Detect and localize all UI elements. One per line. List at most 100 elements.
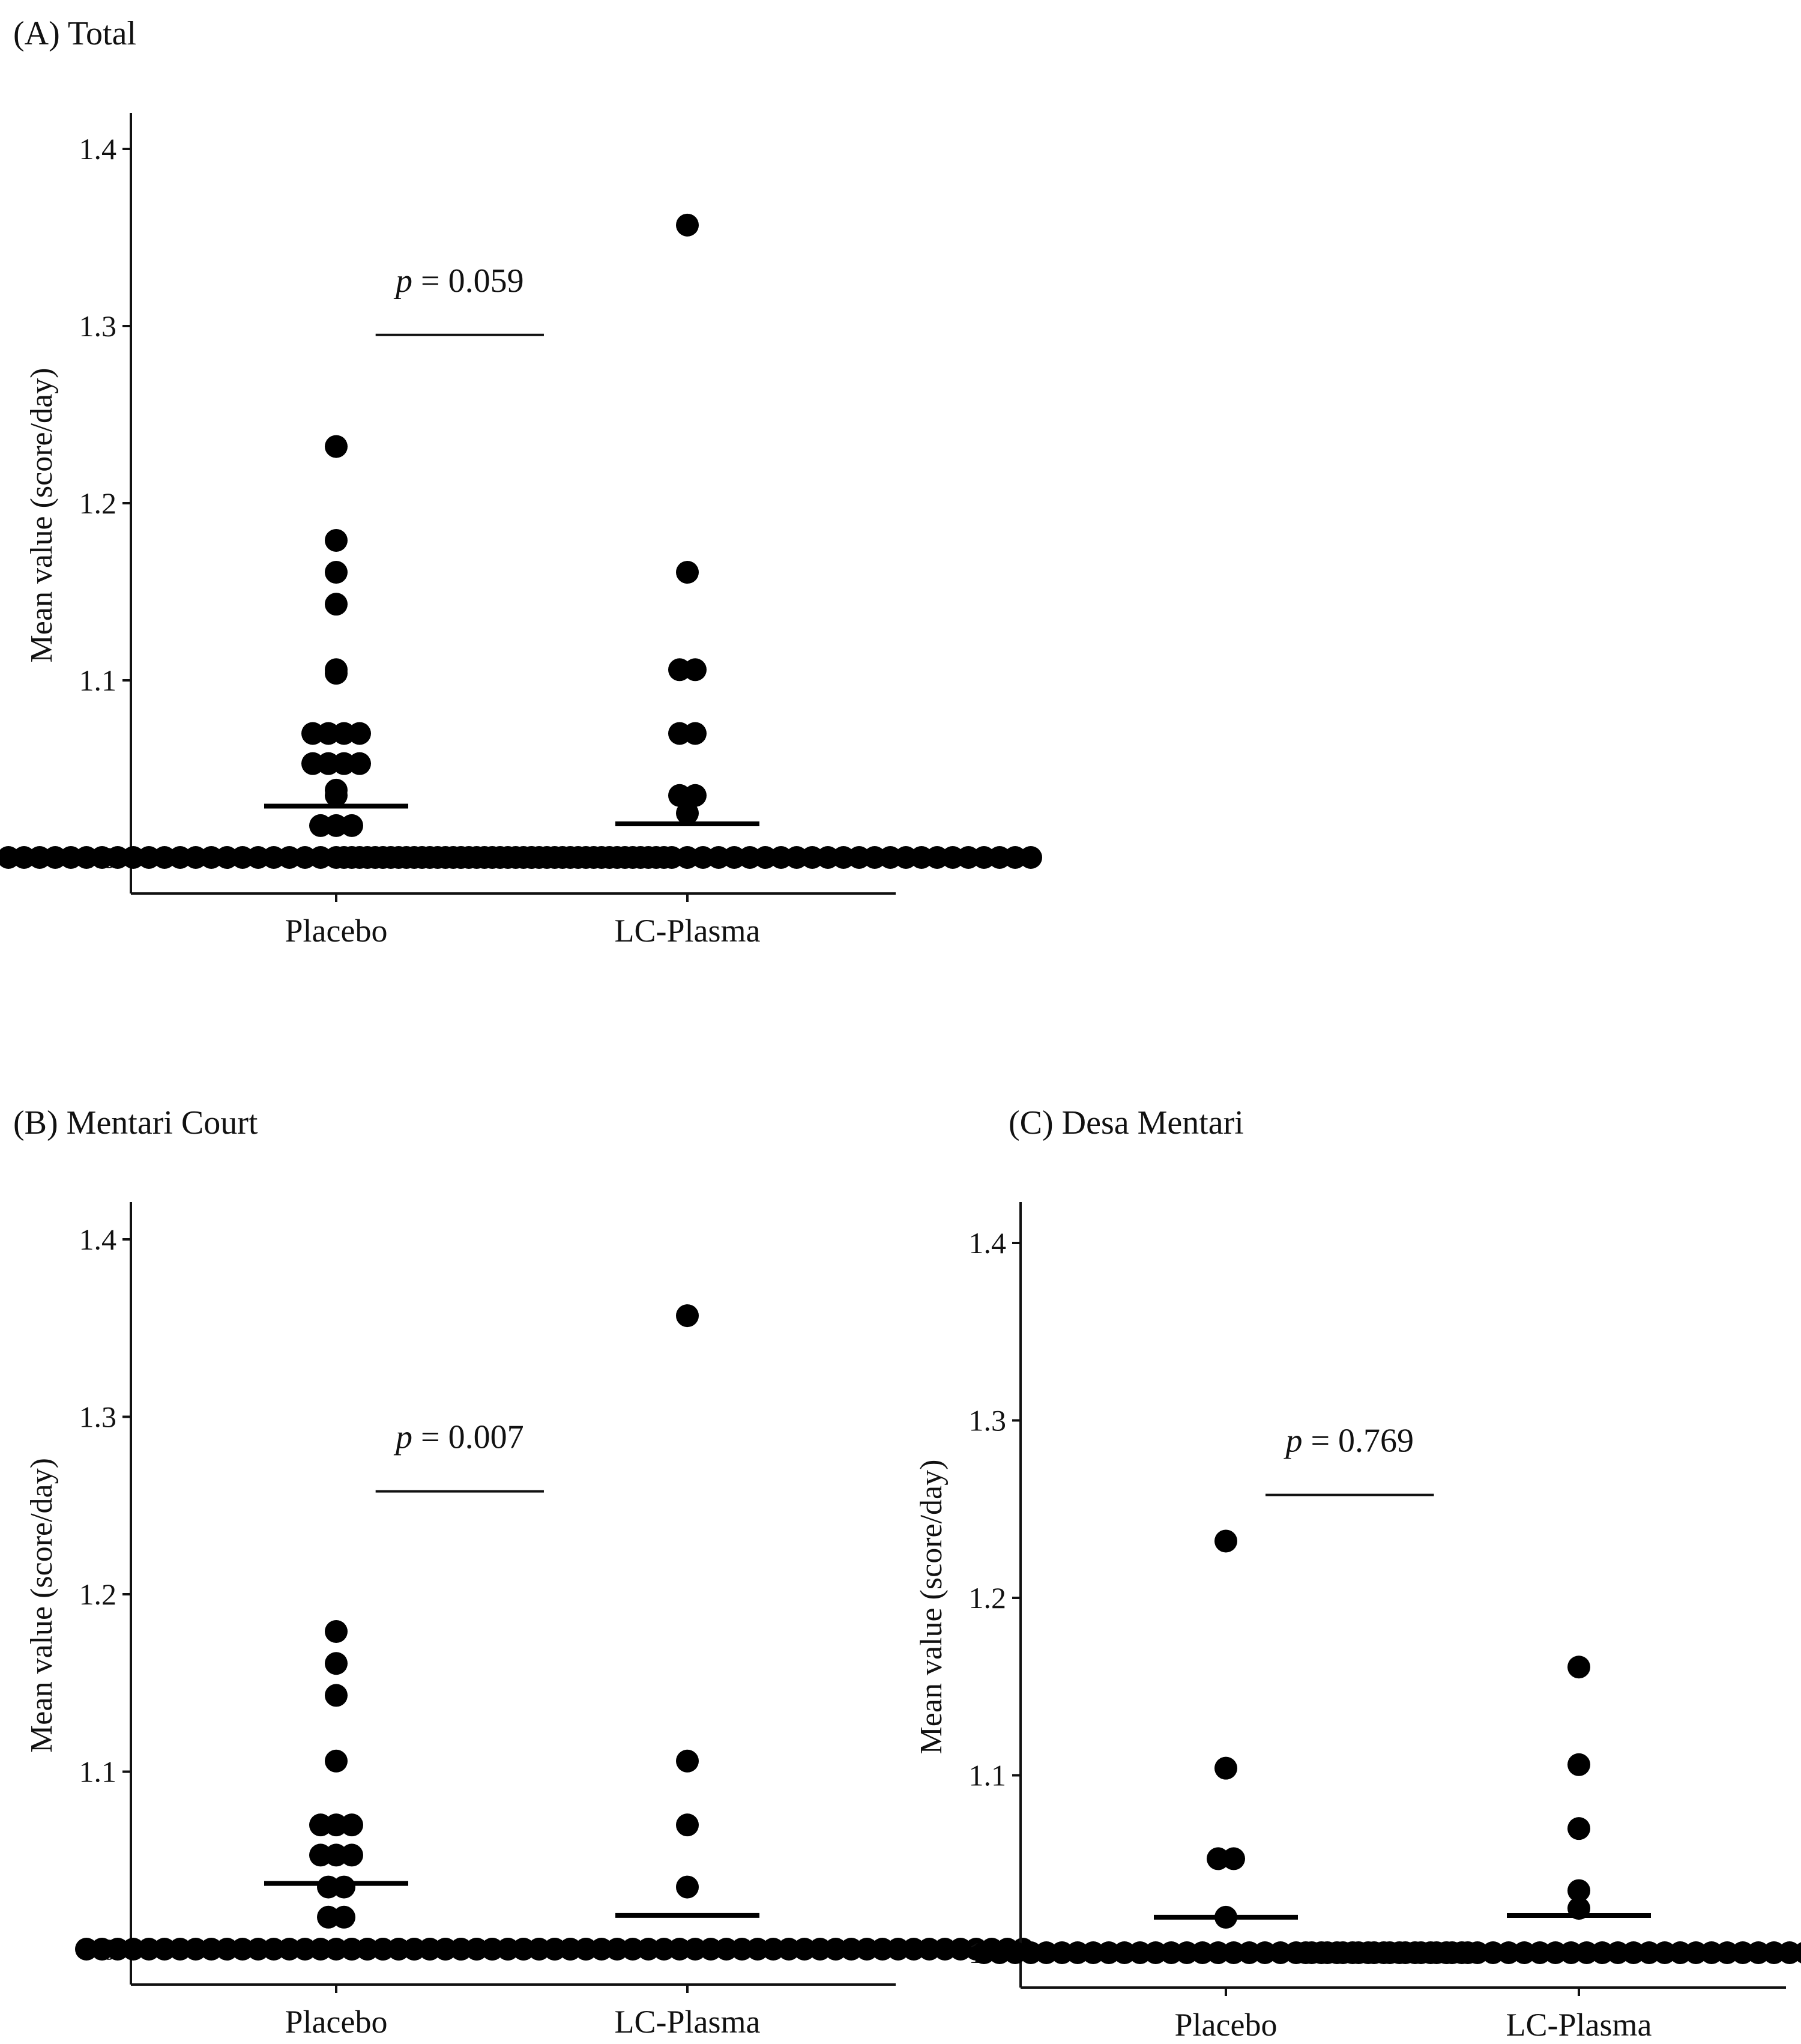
data-point bbox=[629, 846, 652, 869]
data-point bbox=[301, 722, 324, 745]
data-point bbox=[824, 1938, 847, 1961]
data-point bbox=[894, 846, 917, 869]
data-point bbox=[535, 846, 558, 869]
data-point bbox=[325, 1843, 348, 1867]
data-point bbox=[832, 846, 855, 869]
data-point bbox=[926, 846, 949, 869]
x-tick-label: LC-Plasma bbox=[615, 913, 761, 949]
data-point bbox=[1035, 1941, 1058, 1964]
y-tick-label: 1.2 bbox=[79, 486, 117, 520]
data-point bbox=[676, 1813, 699, 1837]
data-point bbox=[1622, 1941, 1645, 1964]
data-point bbox=[442, 846, 465, 869]
data-point bbox=[333, 722, 355, 745]
data-point bbox=[676, 802, 699, 825]
data-point bbox=[1113, 1941, 1136, 1964]
data-point bbox=[809, 1938, 831, 1961]
data-point bbox=[106, 846, 129, 869]
data-point bbox=[348, 846, 371, 869]
data-point bbox=[278, 846, 301, 869]
data-point bbox=[317, 752, 340, 775]
p-value-label: p = 0.769 bbox=[1283, 1423, 1414, 1460]
data-point bbox=[1404, 1941, 1426, 1964]
data-point bbox=[723, 846, 746, 869]
data-point bbox=[637, 1938, 660, 1961]
data-point bbox=[325, 1813, 348, 1837]
data-point bbox=[863, 846, 886, 869]
data-point bbox=[1294, 1941, 1317, 1964]
data-point bbox=[1004, 1941, 1027, 1964]
data-point bbox=[528, 1938, 551, 1961]
data-point bbox=[957, 846, 980, 869]
data-point bbox=[418, 1938, 441, 1961]
data-point bbox=[934, 1938, 956, 1961]
data-point bbox=[473, 846, 496, 869]
data-point bbox=[887, 1938, 910, 1961]
data-point bbox=[169, 846, 192, 869]
p-value-label: p = 0.007 bbox=[393, 1419, 524, 1456]
data-point bbox=[1160, 1941, 1183, 1964]
data-point bbox=[325, 1938, 348, 1961]
data-point bbox=[1638, 1941, 1661, 1964]
data-point bbox=[262, 846, 285, 869]
data-point bbox=[614, 846, 636, 869]
data-point bbox=[200, 1938, 223, 1961]
x-tick-label: Placebo bbox=[285, 913, 388, 949]
data-point bbox=[692, 846, 714, 869]
data-point bbox=[325, 435, 348, 458]
data-point bbox=[871, 1938, 894, 1961]
data-point bbox=[137, 1938, 160, 1961]
data-point bbox=[364, 846, 387, 869]
data-point bbox=[317, 1905, 340, 1929]
data-point bbox=[333, 1905, 355, 1929]
y-axis-title: Mean value (score/day) bbox=[25, 368, 59, 663]
data-point bbox=[231, 1938, 254, 1961]
data-point bbox=[668, 784, 691, 807]
panel-title-mentari-court: (B) Mentari Court bbox=[13, 1104, 258, 1141]
data-point bbox=[762, 1938, 785, 1961]
data-point bbox=[668, 1938, 691, 1961]
data-point bbox=[372, 1938, 394, 1961]
data-point bbox=[988, 846, 1011, 869]
data-point bbox=[1685, 1941, 1707, 1964]
data-point bbox=[1653, 1941, 1676, 1964]
data-point bbox=[333, 846, 355, 869]
data-point bbox=[684, 722, 707, 745]
data-point bbox=[106, 1938, 129, 1961]
data-point bbox=[793, 1938, 816, 1961]
y-tick-label: 1.3 bbox=[969, 1404, 1007, 1438]
data-point bbox=[684, 784, 707, 807]
data-point bbox=[122, 846, 145, 869]
data-point bbox=[1222, 1847, 1245, 1870]
data-point bbox=[1269, 1941, 1292, 1964]
data-point bbox=[848, 846, 870, 869]
data-point bbox=[247, 846, 270, 869]
data-point bbox=[333, 1875, 355, 1899]
data-point bbox=[777, 1938, 800, 1961]
data-point bbox=[551, 846, 574, 869]
data-point bbox=[1567, 1753, 1590, 1776]
data-point bbox=[325, 1620, 348, 1643]
data-point bbox=[1731, 1941, 1754, 1964]
data-point bbox=[91, 846, 113, 869]
data-point bbox=[325, 1749, 348, 1773]
data-point bbox=[1388, 1941, 1411, 1964]
data-point bbox=[309, 846, 332, 869]
data-point bbox=[1144, 1941, 1167, 1964]
y-axis-title: Mean value (score/day) bbox=[25, 1458, 59, 1753]
data-point bbox=[348, 752, 371, 775]
data-point bbox=[153, 1938, 176, 1961]
data-point bbox=[184, 846, 207, 869]
data-point bbox=[676, 846, 699, 869]
data-point bbox=[1567, 1817, 1590, 1840]
data-point bbox=[684, 658, 707, 682]
data-point bbox=[731, 1938, 753, 1961]
data-point bbox=[395, 846, 418, 869]
data-point bbox=[333, 752, 355, 775]
data-point bbox=[606, 1938, 629, 1961]
data-point bbox=[1575, 1941, 1598, 1964]
data-point bbox=[231, 846, 254, 869]
data-point bbox=[1567, 1879, 1590, 1902]
data-point bbox=[1357, 1941, 1380, 1964]
